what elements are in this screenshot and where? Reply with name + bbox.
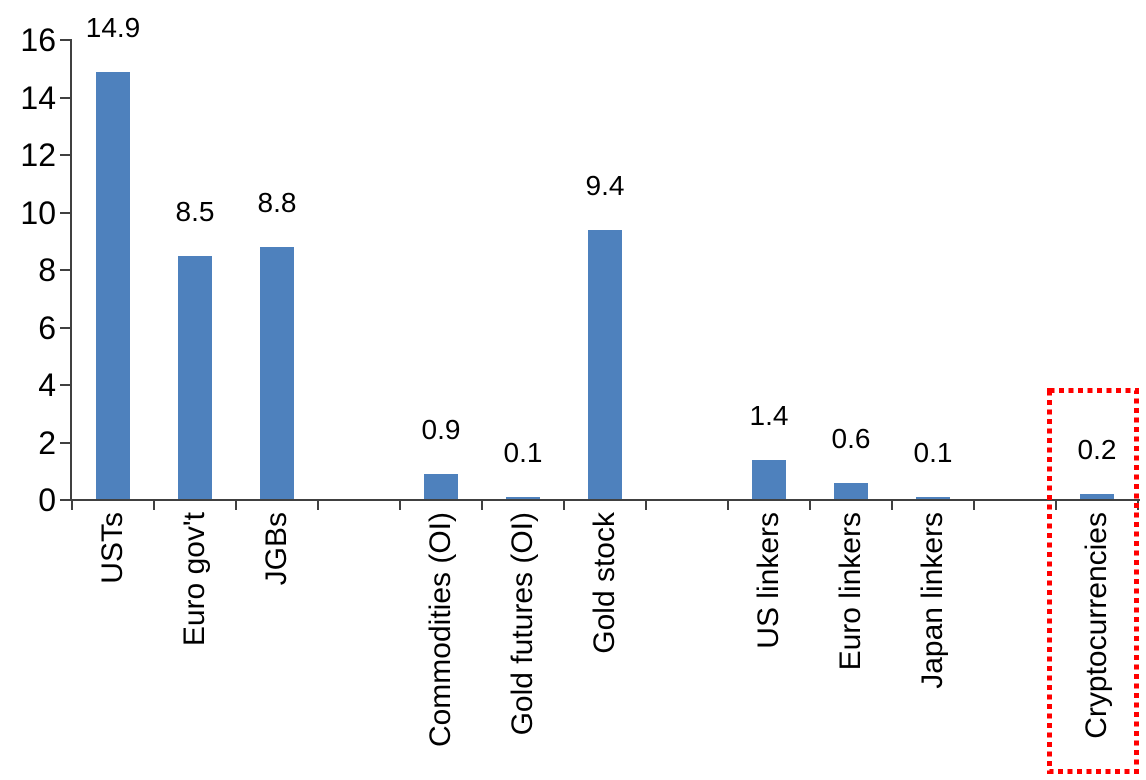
value-label: 8.8 — [257, 187, 297, 218]
y-tick — [60, 269, 72, 271]
category-label: USTs — [96, 512, 129, 584]
value-label: 0.6 — [831, 422, 871, 454]
x-tick — [153, 500, 155, 510]
y-tick — [60, 154, 72, 156]
y-tick-label: 14 — [20, 79, 56, 116]
category-label: Euro linkers — [834, 512, 867, 671]
category-label: Gold stock — [588, 512, 621, 654]
bar — [916, 497, 950, 500]
y-tick-label: 12 — [20, 137, 56, 173]
bar — [1080, 494, 1114, 500]
bar — [96, 71, 130, 500]
category-label: Commodities (OI) — [424, 512, 457, 748]
value-label: 14.9 — [85, 11, 141, 43]
x-tick — [71, 500, 73, 510]
x-tick — [317, 500, 319, 510]
bar — [260, 247, 294, 500]
x-tick — [727, 500, 729, 510]
x-tick — [973, 500, 975, 510]
bar — [752, 459, 786, 500]
y-tick-label: 16 — [20, 22, 56, 58]
x-tick — [563, 500, 565, 510]
x-tick — [399, 500, 401, 510]
value-label: 0.9 — [421, 414, 461, 446]
y-tick-label: 6 — [38, 309, 56, 346]
y-tick — [60, 384, 72, 386]
y-tick-label: 10 — [20, 194, 56, 231]
x-tick — [809, 500, 811, 510]
y-tick — [60, 96, 72, 99]
value-label: 1.4 — [749, 399, 789, 431]
y-tick — [60, 499, 72, 501]
category-label: Euro gov't — [178, 512, 211, 647]
y-tick — [60, 39, 72, 41]
x-tick — [645, 500, 647, 510]
y-tick-label: 4 — [38, 367, 56, 403]
x-tick — [891, 500, 893, 510]
value-label: 8.5 — [175, 195, 215, 227]
y-tick-label: 2 — [38, 424, 56, 461]
y-tick — [60, 441, 72, 444]
bar — [178, 255, 212, 500]
highlight-box — [1047, 388, 1139, 774]
value-label: 9.4 — [585, 169, 625, 201]
y-tick-label: 0 — [38, 482, 56, 518]
bar — [506, 497, 540, 500]
value-label: 0.2 — [1077, 434, 1117, 466]
highlight-rect — [1047, 388, 1139, 774]
x-tick — [1055, 500, 1057, 510]
x-tick — [235, 500, 237, 510]
bar — [424, 474, 458, 500]
category-label: Japan linkers — [916, 512, 949, 689]
bar — [834, 482, 868, 500]
category-label: US linkers — [752, 512, 785, 649]
category-label: Gold futures (OI) — [506, 512, 539, 736]
y-tick-label: 8 — [38, 252, 56, 288]
y-tick — [60, 326, 72, 329]
value-label: 0.1 — [503, 437, 543, 469]
category-label: JGBs — [260, 512, 293, 586]
x-axis-line — [72, 499, 1140, 501]
value-label: 0.1 — [913, 437, 953, 469]
y-tick — [60, 211, 72, 214]
bar — [588, 229, 622, 500]
x-tick — [481, 500, 483, 510]
